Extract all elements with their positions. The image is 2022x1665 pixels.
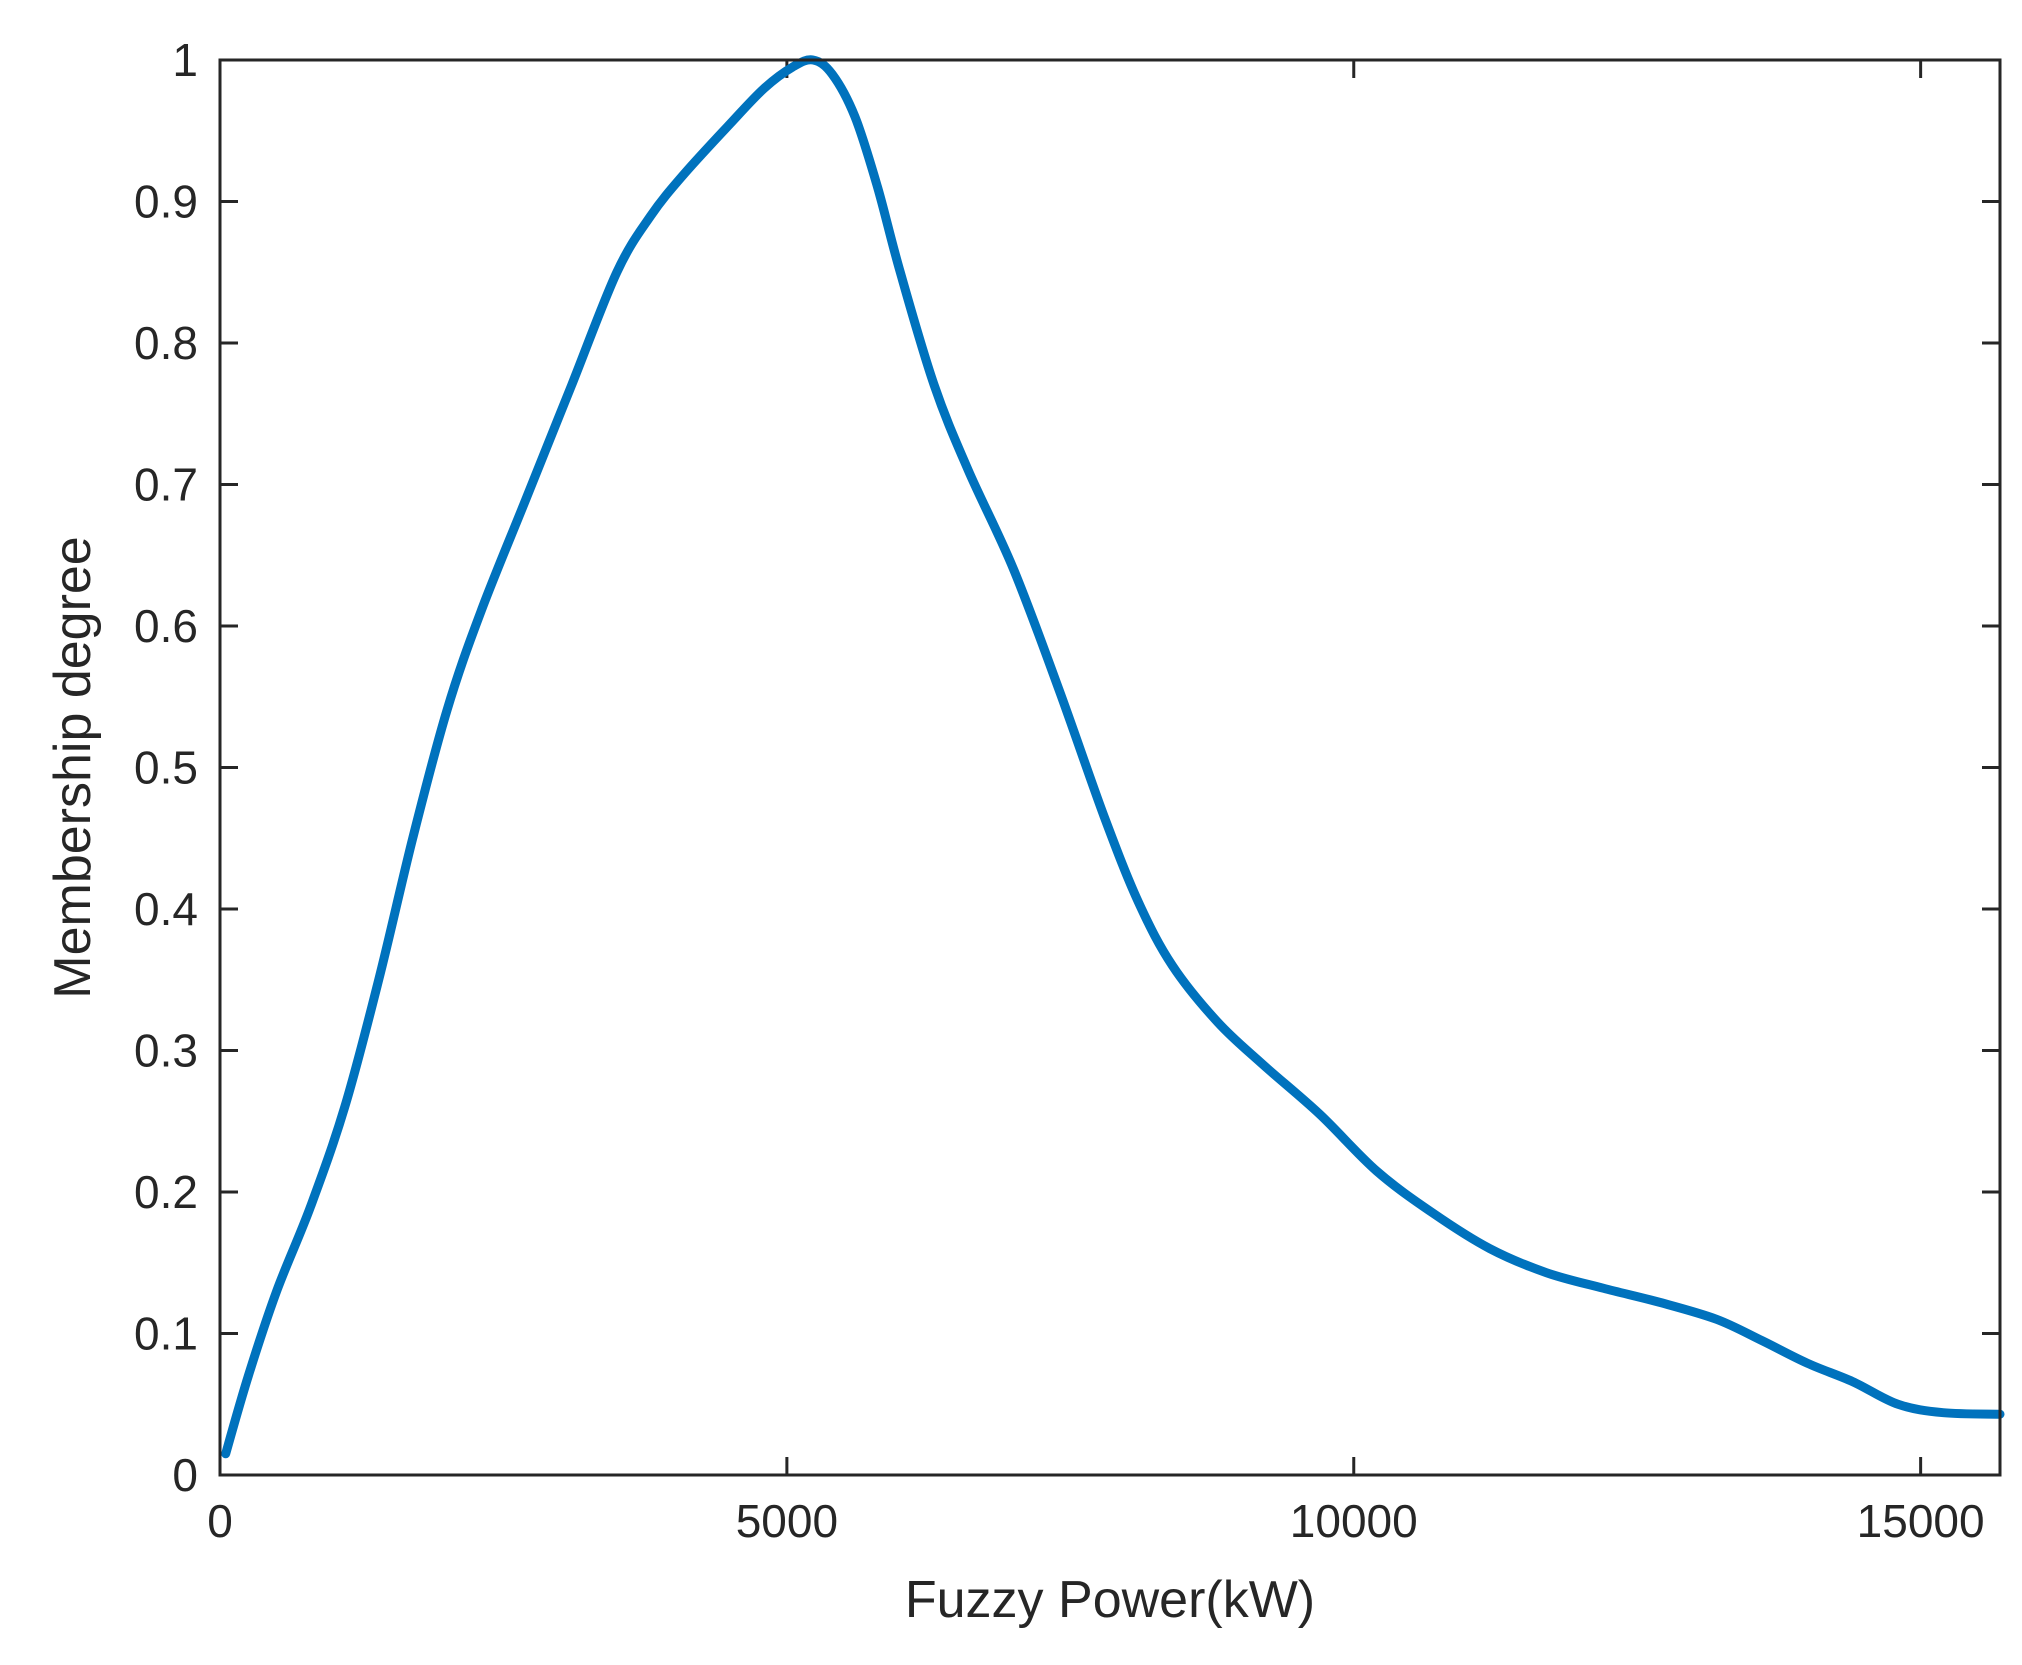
y-tick-label: 1 xyxy=(172,34,198,86)
y-tick-label: 0.6 xyxy=(134,600,198,652)
tick-labels: 0 5000 10000 15000 0 0.1 0.2 0.3 0.4 0.5 0.6 0.7 0.8… xyxy=(134,34,1985,1547)
x-axis-label: Fuzzy Power(kW) xyxy=(905,1571,1315,1629)
series-layer xyxy=(221,55,2005,1459)
y-tick-label: 0.3 xyxy=(134,1025,198,1077)
membership-curve xyxy=(221,55,2005,1459)
x-tick-label: 10000 xyxy=(1290,1495,1418,1547)
x-tick-label: 0 xyxy=(207,1495,233,1547)
y-tick-label: 0.5 xyxy=(134,742,198,794)
y-tick-label: 0.7 xyxy=(134,459,198,511)
x-tick-label: 15000 xyxy=(1857,1495,1985,1547)
y-tick-label: 0.1 xyxy=(134,1308,198,1360)
y-axis-label: Membership degree xyxy=(44,536,102,998)
y-tick-label: 0 xyxy=(172,1449,198,1501)
x-tick-label: 5000 xyxy=(736,1495,838,1547)
y-tick-label: 0.2 xyxy=(134,1166,198,1218)
y-tick-label: 0.9 xyxy=(134,176,198,228)
y-tick-label: 0.8 xyxy=(134,317,198,369)
plot-area-frame xyxy=(218,58,2002,1477)
y-tick-label: 0.4 xyxy=(134,883,198,935)
